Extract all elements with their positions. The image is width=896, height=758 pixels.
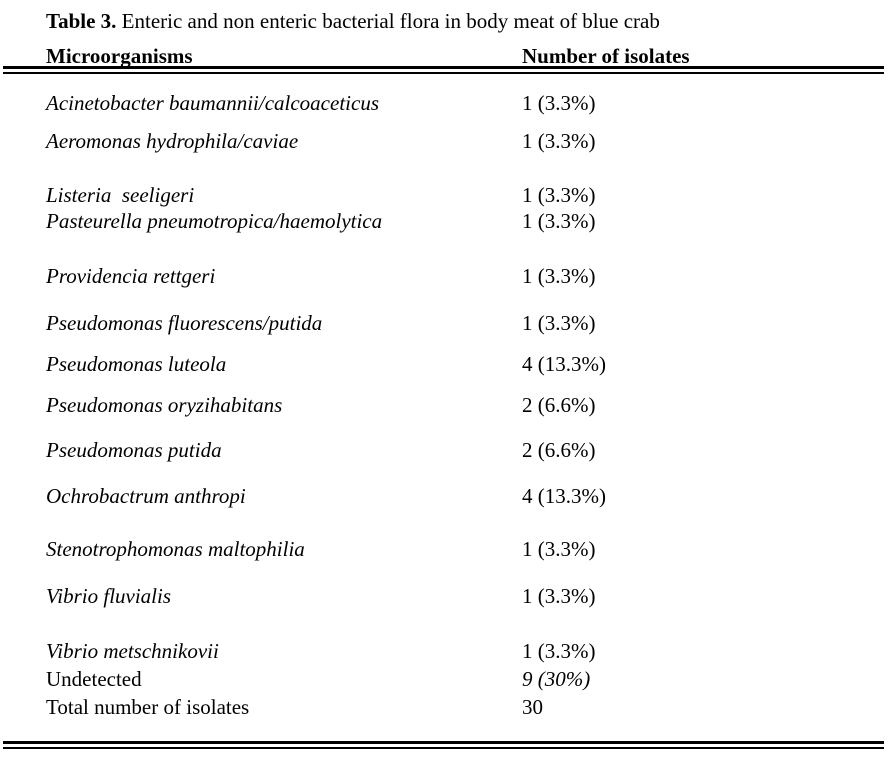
table-row: Ochrobactrum anthropi 4 (13.3%) [46, 484, 896, 508]
table-header-row: Microorganisms Number of isolates [46, 44, 896, 68]
isolates-cell: 9 (30%) [522, 667, 591, 691]
table-body: Acinetobacter baumannii/calcoaceticus 1 … [46, 75, 896, 719]
organism-cell: Vibrio fluvialis [46, 584, 172, 608]
column-header-number-of-isolates: Number of isolates [522, 44, 690, 68]
table-row: Vibrio fluvialis 1 (3.3%) [46, 584, 896, 608]
table-row: Listeria seeligeri 1 (3.3%) [46, 183, 896, 207]
table-row: Aeromonas hydrophila/caviae 1 (3.3%) [46, 129, 896, 153]
table-row: Stenotrophomonas maltophilia 1 (3.3%) [46, 537, 896, 561]
organism-cell: Ochrobactrum anthropi [46, 484, 246, 508]
organism-cell: Pseudomonas oryzihabitans [46, 393, 283, 417]
table-caption: Table 3. Enteric and non enteric bacteri… [46, 8, 886, 34]
table-row: Total number of isolates 30 [46, 695, 896, 719]
organism-cell: Undetected [46, 667, 142, 691]
organism-cell: Aeromonas hydrophila/caviae [46, 129, 299, 153]
isolates-cell: 1 (3.3%) [522, 639, 596, 663]
organism-cell: Stenotrophomonas maltophilia [46, 537, 305, 561]
isolates-cell: 2 (6.6%) [522, 438, 596, 462]
organism-cell: Listeria seeligeri [46, 183, 195, 207]
table-caption-text: Enteric and non enteric bacterial flora … [121, 9, 660, 33]
table-row: Pseudomonas luteola 4 (13.3%) [46, 352, 896, 376]
organism-cell: Pseudomonas putida [46, 438, 222, 462]
organism-cell: Pseudomonas luteola [46, 352, 227, 376]
isolates-cell: 1 (3.3%) [522, 209, 596, 233]
table-row: Providencia rettgeri 1 (3.3%) [46, 264, 896, 288]
isolates-cell: 1 (3.3%) [522, 584, 596, 608]
table-row: Undetected 9 (30%) [46, 667, 896, 691]
table-row: Pseudomonas fluorescens/putida 1 (3.3%) [46, 311, 896, 335]
table-row: Pseudomonas oryzihabitans 2 (6.6%) [46, 393, 896, 417]
isolates-cell: 1 (3.3%) [522, 129, 596, 153]
organism-cell: Pasteurella pneumotropica/haemolytica [46, 209, 383, 233]
bottom-double-rule [3, 741, 884, 749]
isolates-cell: 1 (3.3%) [522, 91, 596, 115]
isolates-cell: 2 (6.6%) [522, 393, 596, 417]
organism-cell: Vibrio metschnikovii [46, 639, 219, 663]
header-double-rule [3, 66, 884, 74]
organism-cell: Pseudomonas fluorescens/putida [46, 311, 323, 335]
isolates-cell: 1 (3.3%) [522, 311, 596, 335]
table-row: Pseudomonas putida 2 (6.6%) [46, 438, 896, 462]
table-row: Pasteurella pneumotropica/haemolytica 1 … [46, 209, 896, 233]
organism-cell: Providencia rettgeri [46, 264, 216, 288]
isolates-cell: 30 [522, 695, 543, 719]
isolates-cell: 1 (3.3%) [522, 264, 596, 288]
column-header-microorganisms: Microorganisms [46, 44, 193, 68]
isolates-cell: 4 (13.3%) [522, 484, 606, 508]
table-caption-label: Table 3. [46, 9, 117, 33]
isolates-cell: 1 (3.3%) [522, 183, 596, 207]
isolates-cell: 4 (13.3%) [522, 352, 606, 376]
organism-cell: Total number of isolates [46, 695, 250, 719]
table-row: Acinetobacter baumannii/calcoaceticus 1 … [46, 91, 896, 115]
table-row: Vibrio metschnikovii 1 (3.3%) [46, 639, 896, 663]
organism-cell: Acinetobacter baumannii/calcoaceticus [46, 91, 379, 115]
isolates-cell: 1 (3.3%) [522, 537, 596, 561]
